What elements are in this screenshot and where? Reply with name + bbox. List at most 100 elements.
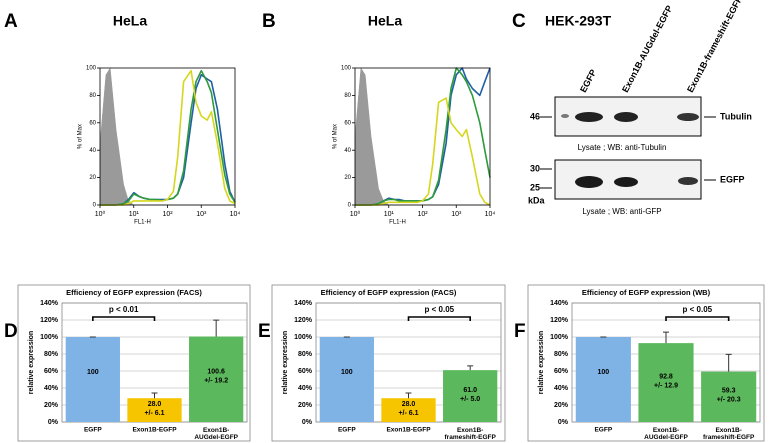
error-label: +/- 19.2 bbox=[204, 377, 228, 384]
chart-title: Efficiency of EGFP expression (FACS) bbox=[321, 288, 457, 297]
bar bbox=[65, 337, 120, 422]
y-tick-label: 60% bbox=[298, 368, 313, 375]
y-tick-label: 100 bbox=[86, 66, 97, 72]
band bbox=[561, 114, 569, 118]
band bbox=[575, 176, 603, 188]
y-tick-label: 20% bbox=[44, 402, 59, 409]
y-tick-label: 20% bbox=[554, 402, 569, 409]
y-axis-label: relative expression bbox=[538, 331, 545, 394]
y-tick-label: 100% bbox=[294, 334, 313, 341]
band bbox=[575, 112, 603, 122]
band bbox=[614, 112, 638, 122]
x-tick-label: EGFP bbox=[84, 427, 102, 434]
error-bar bbox=[405, 392, 412, 399]
significance-label: p < 0.05 bbox=[425, 305, 455, 314]
x-axis-label: FL1-H bbox=[134, 220, 151, 226]
error-label: +/- 6.1 bbox=[398, 410, 418, 417]
chart-title: HeLa bbox=[368, 13, 402, 29]
value-label: 28.0 bbox=[402, 401, 416, 408]
error-bar bbox=[725, 353, 732, 372]
value-label: 59.3 bbox=[722, 388, 736, 395]
y-tick-label: 0 bbox=[93, 203, 97, 209]
value-label: 100 bbox=[87, 369, 99, 376]
x-tick-label: Exon1B-EGFP bbox=[386, 427, 431, 434]
y-tick-label: 60% bbox=[44, 368, 59, 375]
x-tick-label: 10² bbox=[417, 211, 428, 218]
y-tick-label: 140% bbox=[294, 300, 313, 307]
marker-label: 46 bbox=[530, 111, 540, 121]
panel-label: C bbox=[512, 11, 526, 32]
value-label: 100 bbox=[341, 369, 353, 376]
chart-title: HeLa bbox=[113, 13, 147, 29]
y-tick-label: 120% bbox=[294, 317, 313, 324]
y-tick-label: 80 bbox=[89, 93, 96, 99]
x-tick-label: Exon1B-frameshift-EGFP bbox=[703, 427, 755, 441]
panel-label: D bbox=[4, 321, 18, 342]
x-tick-label: 10³ bbox=[451, 211, 462, 218]
y-tick-label: 40 bbox=[89, 148, 96, 154]
significance-bracket bbox=[407, 316, 471, 321]
bar bbox=[701, 371, 757, 422]
x-tick-label: Exon1B-EGFP bbox=[132, 427, 177, 434]
band bbox=[614, 177, 638, 187]
blot-panel: C HEK-293T EGFP Exon1B-AUGdel-EGFP Exon1… bbox=[512, 0, 752, 216]
value-label: 100 bbox=[597, 369, 609, 376]
y-tick-label: 80 bbox=[344, 93, 351, 99]
x-tick-label: 10¹ bbox=[384, 211, 395, 218]
y-tick-label: 60% bbox=[554, 368, 569, 375]
panel-label: B bbox=[262, 11, 276, 32]
y-tick-label: 80% bbox=[44, 351, 59, 358]
y-axis-label: % of Max bbox=[78, 124, 84, 149]
blot-caption: Lysate ; WB: anti-Tubulin bbox=[578, 143, 667, 152]
x-tick-label: Exon1B-frameshift-EGFP bbox=[445, 427, 497, 441]
panel-label: A bbox=[4, 11, 18, 32]
x-tick-label: 10⁰ bbox=[350, 210, 361, 218]
x-tick-label: Exon1B-AUGdel-EGFP bbox=[644, 427, 688, 441]
y-tick-label: 20 bbox=[344, 175, 351, 181]
y-tick-label: 140% bbox=[550, 300, 569, 307]
y-tick-label: 40 bbox=[344, 148, 351, 154]
y-tick-label: 0% bbox=[48, 419, 59, 426]
error-label: +/- 6.1 bbox=[144, 410, 164, 417]
y-tick-label: 80% bbox=[554, 351, 569, 358]
x-axis-label: FL1-H bbox=[389, 220, 406, 226]
significance-label: p < 0.01 bbox=[109, 305, 139, 314]
bar bbox=[443, 370, 498, 422]
significance-bracket bbox=[665, 316, 730, 321]
bar bbox=[381, 398, 436, 422]
y-tick-label: 100% bbox=[40, 334, 59, 341]
unit-label: kDa bbox=[528, 195, 546, 205]
x-tick-label: EGFP bbox=[594, 427, 612, 434]
y-tick-label: 20% bbox=[298, 402, 313, 409]
x-tick-label: EGFP bbox=[338, 427, 356, 434]
panel-label: E bbox=[258, 321, 271, 342]
y-tick-label: 0 bbox=[348, 203, 352, 209]
y-tick-label: 80% bbox=[298, 351, 313, 358]
bar bbox=[319, 337, 374, 422]
x-tick-label: 10⁴ bbox=[485, 211, 496, 218]
bar bbox=[189, 336, 244, 422]
band bbox=[677, 113, 699, 121]
marker-label: 25 bbox=[530, 182, 540, 192]
y-tick-label: 0% bbox=[302, 419, 313, 426]
y-tick-label: 20 bbox=[89, 175, 96, 181]
bar bbox=[575, 337, 631, 422]
value-label: 100.6 bbox=[207, 368, 225, 375]
y-axis-label: % of Max bbox=[333, 124, 339, 149]
band-label: Tubulin bbox=[720, 111, 752, 121]
blot-caption: Lysate ; WB: anti-GFP bbox=[582, 207, 661, 216]
error-bar bbox=[151, 392, 158, 399]
y-tick-label: 40% bbox=[298, 385, 313, 392]
x-tick-label: Exon1B-AUGdel-EGFP bbox=[194, 427, 238, 441]
error-label: +/- 5.0 bbox=[460, 396, 480, 403]
error-bar bbox=[467, 365, 474, 371]
error-label: +/- 20.3 bbox=[717, 397, 741, 404]
y-tick-label: 100 bbox=[341, 66, 352, 72]
error-label: +/- 12.9 bbox=[654, 382, 678, 389]
x-tick-label: 10⁰ bbox=[95, 210, 106, 218]
y-axis-label: relative expression bbox=[28, 331, 35, 394]
error-bar bbox=[663, 331, 669, 344]
y-tick-label: 60 bbox=[344, 120, 351, 126]
value-label: 92.8 bbox=[659, 373, 673, 380]
